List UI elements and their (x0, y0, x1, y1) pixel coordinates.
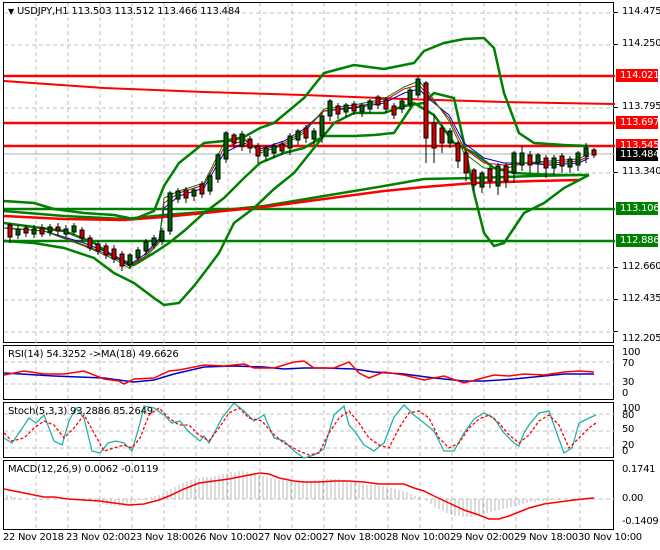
chart-title: USDJPY,H1 113.503 113.512 113.466 113.48… (16, 6, 241, 17)
rsi-tick-100: 100 (622, 347, 641, 358)
price-tick-112435: 112.435 (622, 293, 660, 304)
axis-tick (614, 267, 618, 268)
rsi-tick-30: 30 (622, 377, 635, 388)
rsi-tick-0: 0 (622, 388, 629, 399)
collapse-triangle-icon[interactable]: ▼ (8, 7, 14, 16)
time-label-5: 27 Nov 18:00 (322, 532, 386, 543)
stoch-tick-50: 50 (622, 424, 635, 435)
time-label-7: 29 Nov 02:00 (450, 532, 514, 543)
rsi-tick-70: 70 (622, 358, 635, 369)
time-label-2: 23 Nov 18:00 (130, 532, 194, 543)
axis-tick (614, 12, 618, 13)
price-tick-112660: 112.660 (622, 261, 660, 272)
stochastic-pane[interactable]: Stoch(5,3,3) 93.2886 85.2649 (3, 402, 615, 459)
rsi-label: RSI(14) 54.3252 ->MA(18) 49.6626 (8, 349, 179, 360)
stoch-tick-100: 100 (622, 403, 641, 414)
time-label-1: 23 Nov 02:00 (66, 532, 130, 543)
stochastic-chart-canvas (4, 403, 615, 459)
axis-tick (614, 107, 618, 108)
axis-tick (614, 299, 618, 300)
time-label-8: 29 Nov 18:00 (514, 532, 578, 543)
stoch-tick-0: 0 (622, 446, 629, 457)
axis-tick (614, 44, 618, 45)
support-level-tag-2: 112.886 (616, 234, 660, 247)
stochastic-label: Stoch(5,3,3) 93.2886 85.2649 (8, 406, 153, 417)
stoch-tick-80: 80 (622, 410, 635, 421)
axis-tick (614, 172, 618, 173)
axis-tick (614, 331, 618, 332)
macd-tick-min: -0.1409 (622, 516, 659, 527)
rsi-chart-canvas (4, 346, 615, 401)
macd-tick-zero: 0.00 (622, 493, 644, 504)
macd-pane[interactable]: MACD(12,26,9) 0.0062 -0.0119 (3, 460, 615, 531)
price-tick-113795: 113.795 (622, 101, 660, 112)
resistance-level-tag-2: 113.697 (616, 116, 660, 129)
support-level-tag-1: 113.106 (616, 202, 660, 215)
time-label-4: 27 Nov 02:00 (258, 532, 322, 543)
price-chart-canvas (4, 3, 615, 344)
symbol-ohlc-label: ▼ USDJPY,H1 113.503 113.512 113.466 113.… (8, 6, 240, 17)
macd-chart-canvas (4, 461, 615, 531)
price-tick-112205: 112.205 (622, 333, 660, 344)
macd-tick-max: 0.1741 (622, 464, 656, 475)
time-label-6: 28 Nov 10:00 (386, 532, 450, 543)
time-label-9: 30 Nov 10:00 (578, 532, 642, 543)
rsi-pane[interactable]: RSI(14) 54.3252 ->MA(18) 49.6626 (3, 345, 615, 401)
price-tick-114250: 114.250 (622, 38, 660, 49)
time-label-0: 22 Nov 2018 (3, 532, 64, 543)
price-tick-113340: 113.340 (622, 166, 660, 177)
main-price-pane[interactable]: ▼ USDJPY,H1 113.503 113.512 113.466 113.… (3, 2, 615, 344)
current-price-tag: 113.484 (616, 148, 660, 161)
macd-label: MACD(12,26,9) 0.0062 -0.0119 (8, 464, 159, 475)
price-tick-114475: 114.475 (622, 6, 660, 17)
time-label-3: 26 Nov 10:00 (194, 532, 258, 543)
stoch-tick-20: 20 (622, 440, 635, 451)
resistance-level-tag-1: 114.021 (616, 69, 660, 82)
